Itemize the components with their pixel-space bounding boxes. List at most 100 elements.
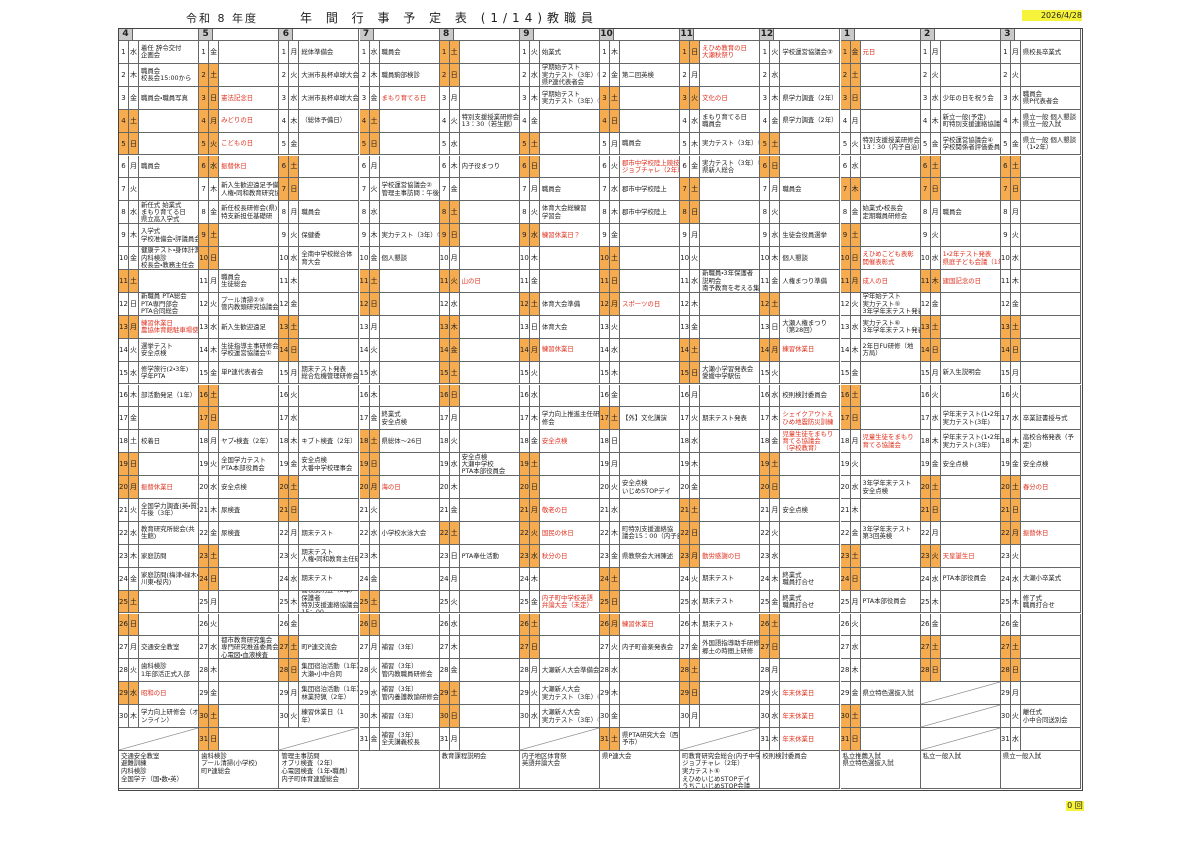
event — [459, 476, 520, 499]
weekday: 火 — [850, 613, 861, 637]
day-number: 4 — [199, 109, 210, 133]
day-number: 11 — [600, 270, 610, 293]
event: PTA本部役員会 — [940, 567, 1001, 591]
weekday: 木 — [850, 499, 861, 522]
event: 3年学年末テスト 第3回英検 — [860, 521, 921, 545]
day-number: 5 — [359, 132, 370, 156]
note-line: 心電図検査（1年・職員） — [281, 767, 352, 776]
day-number: 25 — [359, 590, 370, 614]
day-number: 4 — [439, 109, 450, 133]
event — [459, 636, 520, 660]
weekday: 日 — [850, 247, 861, 270]
day-number: 24 — [1000, 567, 1011, 591]
event-line: 卒業証書授与式 — [1022, 414, 1068, 423]
day-number: 6 — [600, 155, 610, 179]
event-line: 開催表彰式 — [862, 257, 895, 266]
weekday: 金 — [930, 613, 941, 637]
day-number: 9 — [840, 224, 851, 248]
day-number: 21 — [279, 499, 290, 522]
weekday: 日 — [209, 86, 220, 110]
day-number: 19 — [1000, 453, 1011, 477]
weekday: 金 — [129, 86, 139, 110]
day-number: 5 — [199, 132, 210, 156]
day-number: 25 — [199, 590, 210, 614]
day-number: 24 — [199, 567, 210, 591]
month-number: 3 — [1000, 29, 1015, 40]
event-line: 学年末テスト(1・2年) — [942, 433, 1001, 442]
weekday: 金 — [289, 613, 300, 637]
event — [459, 224, 520, 248]
event — [700, 63, 761, 87]
day-number: 14 — [359, 338, 370, 362]
event: 家庭訪問 — [139, 544, 200, 568]
weekday: 木 — [369, 63, 380, 87]
day-number: 6 — [840, 155, 851, 179]
event-line: 安全点検 — [942, 459, 969, 468]
event-line: 高校合格発表（予 — [1022, 433, 1074, 442]
weekday: 火 — [930, 384, 941, 408]
month-note: 内子地区体育祭 英語弁論大会 — [519, 750, 600, 789]
day-number: 10 — [920, 247, 931, 270]
day-number: 7 — [600, 178, 610, 202]
day-number: 6 — [359, 155, 370, 179]
event: こどもの日 — [219, 132, 280, 156]
weekday: 火 — [289, 384, 300, 408]
weekday: 火 — [610, 476, 620, 499]
weekday: 水 — [930, 247, 941, 270]
weekday: 金 — [770, 109, 781, 133]
day-number: 23 — [760, 544, 771, 568]
weekday: 月 — [209, 109, 220, 133]
day-number: 18 — [359, 430, 370, 454]
weekday: 金 — [770, 430, 781, 454]
event: 始業式 — [539, 41, 600, 64]
event — [1020, 659, 1081, 683]
event: 郡市中学校陸上競技会 ジョブチャレ（2年） — [620, 155, 681, 179]
event — [1020, 178, 1081, 202]
day-number: 13 — [439, 315, 450, 339]
event: 町P連交流会 — [299, 636, 360, 660]
weekday: 日 — [690, 41, 701, 64]
weekday: 木 — [610, 682, 620, 706]
day-number: 19 — [119, 453, 129, 477]
day-number: 10 — [359, 247, 370, 270]
weekday: 日 — [449, 705, 460, 728]
note-line: 県P連大会 — [602, 751, 632, 760]
day-number: 20 — [760, 476, 771, 499]
weekday: 日 — [850, 567, 861, 591]
event — [379, 384, 440, 408]
day-number: 7 — [1000, 178, 1011, 202]
day-number: 25 — [119, 590, 129, 614]
weekday: 日 — [690, 521, 701, 545]
day-number: 29 — [359, 682, 370, 706]
event: 離任式 小中合同送別会 — [1020, 705, 1081, 728]
event-line: 修学旅行(2・3年) — [141, 364, 189, 373]
event — [620, 315, 681, 339]
weekday: 金 — [930, 292, 941, 316]
weekday: 土 — [129, 430, 139, 454]
note-line: 避難訓練 — [121, 759, 147, 768]
event-line: （第28回） — [782, 326, 817, 335]
event-line: 管内養護教諭研修会 — [381, 692, 440, 701]
day-number: 2 — [600, 63, 610, 87]
weekday: 日 — [610, 109, 620, 133]
event — [1020, 682, 1081, 706]
event-line: こどもの日 — [221, 139, 254, 148]
event-line: 期末テスト — [301, 528, 334, 537]
day-number: 30 — [1000, 705, 1011, 728]
weekday: 火 — [289, 544, 300, 568]
day-number: 30 — [359, 705, 370, 728]
weekday: 土 — [129, 270, 139, 293]
event: 県立一般 個人懇談 （1・2年） — [1020, 132, 1081, 156]
event — [620, 41, 681, 64]
weekday: 火 — [369, 659, 380, 683]
weekday: 水 — [449, 453, 460, 477]
event-line: 集団宿泊活動（1年） — [301, 685, 360, 694]
weekday: 火 — [129, 659, 139, 683]
event-line: 管内教職員研修会 — [381, 669, 433, 678]
event — [539, 453, 600, 477]
event — [299, 613, 360, 637]
event-line: PTA本部役員会 — [862, 597, 907, 606]
weekday: 金 — [209, 521, 220, 545]
weekday: 火 — [209, 132, 220, 156]
weekday: 木 — [930, 430, 941, 454]
